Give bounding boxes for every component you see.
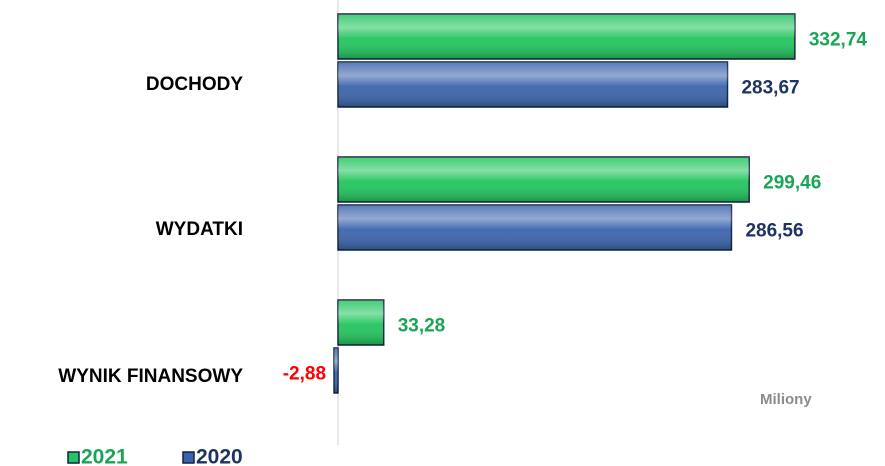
bar bbox=[337, 61, 729, 108]
legend-swatch bbox=[182, 451, 195, 464]
value-label: 299,46 bbox=[763, 173, 821, 194]
value-label: 283,67 bbox=[741, 78, 799, 99]
value-label: 332,74 bbox=[809, 30, 868, 51]
legend-label: 2020 bbox=[196, 446, 243, 466]
legend-label: 2021 bbox=[81, 446, 128, 466]
value-label: 33,28 bbox=[398, 316, 446, 337]
bar bbox=[337, 299, 385, 346]
value-label: 286,56 bbox=[745, 221, 803, 242]
bar bbox=[337, 156, 750, 203]
category-label: DOCHODY bbox=[146, 74, 243, 95]
legend-swatch bbox=[67, 451, 80, 464]
value-label: -2,88 bbox=[283, 364, 326, 385]
category-label: WYNIK FINANSOWY bbox=[58, 366, 243, 387]
bar bbox=[333, 347, 339, 394]
category-label: WYDATKI bbox=[156, 219, 243, 240]
bar bbox=[337, 204, 733, 251]
bar bbox=[337, 13, 796, 60]
annotation: Miliony bbox=[760, 391, 812, 408]
